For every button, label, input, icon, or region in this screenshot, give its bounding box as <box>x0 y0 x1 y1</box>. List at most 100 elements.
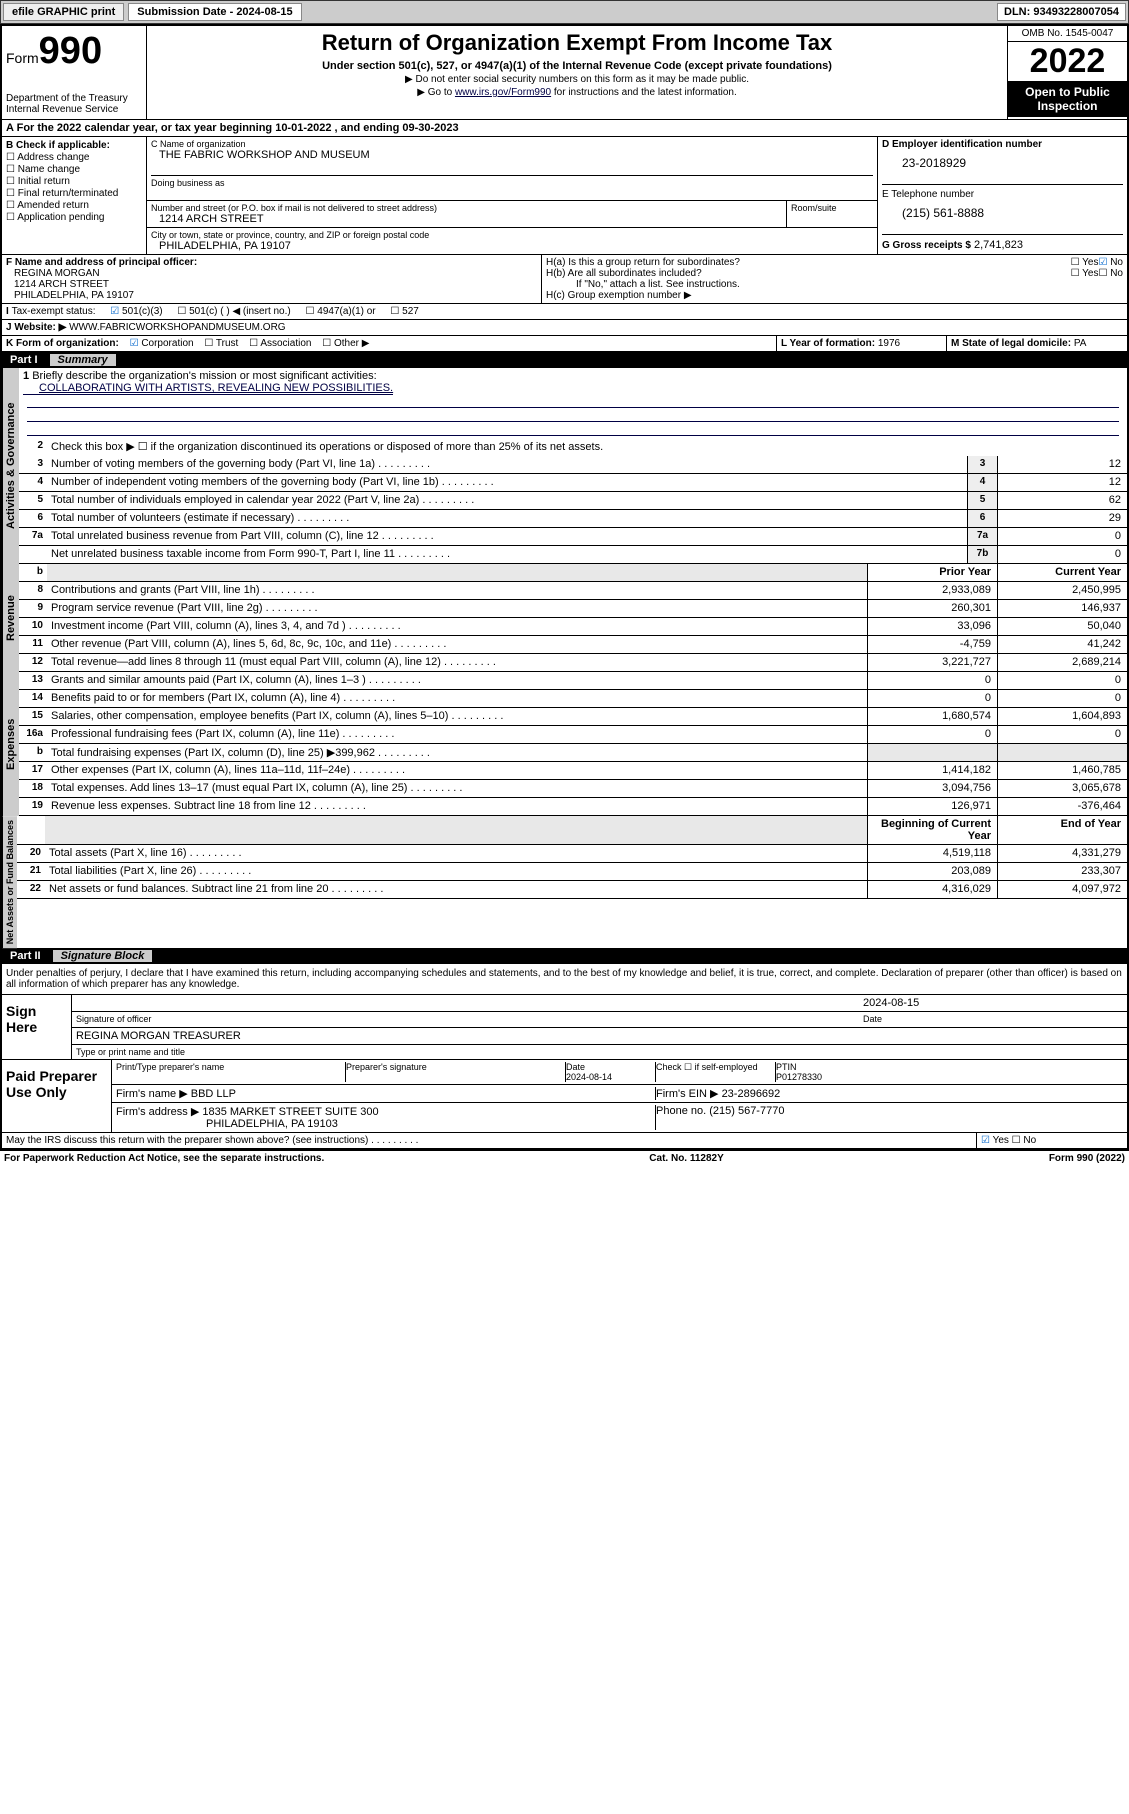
section-b-checkboxes: B Check if applicable: Address change Na… <box>2 137 147 254</box>
chk-trust[interactable]: Trust <box>204 338 238 349</box>
firm-name: BBD LLP <box>191 1088 236 1100</box>
irs-no[interactable]: No <box>1012 1135 1037 1146</box>
room-label: Room/suite <box>791 203 873 213</box>
firm-addr2: PHILADELPHIA, PA 19103 <box>116 1118 338 1130</box>
table-row: bTotal fundraising expenses (Part IX, co… <box>19 744 1127 762</box>
chk-4947[interactable]: 4947(a)(1) or <box>306 306 376 317</box>
hb-no[interactable]: No <box>1098 268 1123 279</box>
chk-527[interactable]: 527 <box>390 306 418 317</box>
chk-address-change[interactable]: Address change <box>6 152 142 163</box>
mission-label: Briefly describe the organization's miss… <box>32 370 376 382</box>
tab-revenue: Revenue <box>2 564 19 672</box>
table-row: 8Contributions and grants (Part VIII, li… <box>19 582 1127 600</box>
col-end: End of Year <box>997 816 1127 844</box>
table-row: 3Number of voting members of the governi… <box>19 456 1127 474</box>
prep-name-label: Print/Type preparer's name <box>116 1062 346 1082</box>
hb-label: H(b) Are all subordinates included? <box>546 268 1071 279</box>
part-1-header: Part I Summary <box>2 352 1127 368</box>
city-label: City or town, state or province, country… <box>151 230 873 240</box>
table-row: 16aProfessional fundraising fees (Part I… <box>19 726 1127 744</box>
goto-pre: ▶ Go to <box>417 87 455 98</box>
table-row: 21Total liabilities (Part X, line 26)203… <box>17 863 1127 881</box>
part1-num: Part I <box>10 354 50 366</box>
table-row: 11Other revenue (Part VIII, column (A), … <box>19 636 1127 654</box>
form-title: Return of Organization Exempt From Incom… <box>151 30 1003 56</box>
date-label: Date <box>863 1014 1123 1025</box>
tax-year-range: For the 2022 calendar year, or tax year … <box>17 122 459 134</box>
table-row: 15Salaries, other compensation, employee… <box>19 708 1127 726</box>
addr-label: Number and street (or P.O. box if mail i… <box>151 203 782 213</box>
table-row: 22Net assets or fund balances. Subtract … <box>17 881 1127 899</box>
submission-date: Submission Date - 2024-08-15 <box>128 3 301 21</box>
chk-501c[interactable]: 501(c) ( ) ◀ (insert no.) <box>177 306 290 317</box>
chk-name-change[interactable]: Name change <box>6 164 142 175</box>
gross-value: 2,741,823 <box>974 239 1023 251</box>
hb-note: If "No," attach a list. See instructions… <box>546 279 1123 290</box>
col-current: Current Year <box>997 564 1127 581</box>
firm-addr-label: Firm's address ▶ <box>116 1106 199 1118</box>
table-row: 9Program service revenue (Part VIII, lin… <box>19 600 1127 618</box>
col-begin: Beginning of Current Year <box>867 816 997 844</box>
part1-title: Summary <box>50 354 116 366</box>
irs-yes[interactable]: Yes <box>981 1135 1009 1146</box>
table-row: 6Total number of volunteers (estimate if… <box>19 510 1127 528</box>
chk-assoc[interactable]: Association <box>249 338 311 349</box>
may-irs: May the IRS discuss this return with the… <box>6 1135 368 1146</box>
table-row: 19Revenue less expenses. Subtract line 1… <box>19 798 1127 816</box>
irs-link[interactable]: www.irs.gov/Form990 <box>455 87 551 98</box>
pra-notice: For Paperwork Reduction Act Notice, see … <box>4 1153 324 1164</box>
table-row: 5Total number of individuals employed in… <box>19 492 1127 510</box>
ha-label: H(a) Is this a group return for subordin… <box>546 257 1071 268</box>
firm-ein: 23-2896692 <box>722 1088 781 1100</box>
form-footer: For Paperwork Reduction Act Notice, see … <box>0 1151 1129 1166</box>
ein-label: D Employer identification number <box>882 139 1123 150</box>
line-2: Check this box ▶ ☐ if the organization d… <box>47 438 1127 456</box>
form-ref: Form 990 (2022) <box>1049 1153 1125 1164</box>
col-b: b <box>19 564 47 581</box>
table-row: 12Total revenue—add lines 8 through 11 (… <box>19 654 1127 672</box>
irs-label: Internal Revenue Service <box>6 104 142 115</box>
tab-expenses: Expenses <box>2 672 19 816</box>
ptin-value: P01278330 <box>776 1072 822 1082</box>
table-row: 18Total expenses. Add lines 13–17 (must … <box>19 780 1127 798</box>
firm-phone-label: Phone no. <box>656 1105 706 1117</box>
chk-501c3[interactable]: 501(c)(3) <box>110 306 162 317</box>
org-name: THE FABRIC WORKSHOP AND MUSEUM <box>151 149 873 161</box>
sig-label: Signature of officer <box>76 1014 863 1025</box>
prep-date: 2024-08-14 <box>566 1072 612 1082</box>
form-subtitle: Under section 501(c), 527, or 4947(a)(1)… <box>151 60 1003 72</box>
dln: DLN: 93493228007054 <box>997 3 1126 21</box>
form-990: Form990 Department of the Treasury Inter… <box>0 24 1129 1151</box>
chk-app-pending[interactable]: Application pending <box>6 212 142 223</box>
l-label: L Year of formation: <box>781 338 875 349</box>
sign-here: Sign Here <box>2 995 72 1059</box>
chk-other[interactable]: Other ▶ <box>322 338 369 349</box>
tab-net-assets: Net Assets or Fund Balances <box>2 816 17 948</box>
chk-final-return[interactable]: Final return/terminated <box>6 188 142 199</box>
ha-no[interactable]: No <box>1098 257 1123 268</box>
cat-no: Cat. No. 11282Y <box>649 1153 723 1164</box>
website-value: WWW.FABRICWORKSHOPANDMUSEUM.ORG <box>69 322 285 333</box>
self-emp-label: Check ☐ if self-employed <box>656 1062 776 1082</box>
table-row: 7aTotal unrelated business revenue from … <box>19 528 1127 546</box>
l-value: 1976 <box>878 338 900 349</box>
penalty-text: Under penalties of perjury, I declare th… <box>2 964 1127 995</box>
tax-year: 2022 <box>1008 42 1127 81</box>
chk-corp[interactable]: Corporation <box>130 338 194 349</box>
ha-yes[interactable]: Yes <box>1071 257 1099 268</box>
preparer-label: Paid Preparer Use Only <box>2 1060 112 1132</box>
hb-yes[interactable]: Yes <box>1071 268 1099 279</box>
sign-date: 2024-08-15 <box>863 997 1123 1009</box>
table-row: 4Number of independent voting members of… <box>19 474 1127 492</box>
tab-governance: Activities & Governance <box>2 368 19 564</box>
chk-amended[interactable]: Amended return <box>6 200 142 211</box>
public-inspection: Open to Public Inspection <box>1008 81 1127 117</box>
org-city: PHILADELPHIA, PA 19107 <box>151 240 873 252</box>
signer-name: REGINA MORGAN TREASURER <box>72 1028 1127 1045</box>
officer-label: F Name and address of principal officer: <box>6 257 537 268</box>
efile-print-button[interactable]: efile GRAPHIC print <box>3 3 124 21</box>
firm-addr1: 1835 MARKET STREET SUITE 300 <box>202 1106 378 1118</box>
firm-phone: (215) 567-7770 <box>709 1105 784 1117</box>
table-row: 20Total assets (Part X, line 16)4,519,11… <box>17 845 1127 863</box>
chk-initial-return[interactable]: Initial return <box>6 176 142 187</box>
